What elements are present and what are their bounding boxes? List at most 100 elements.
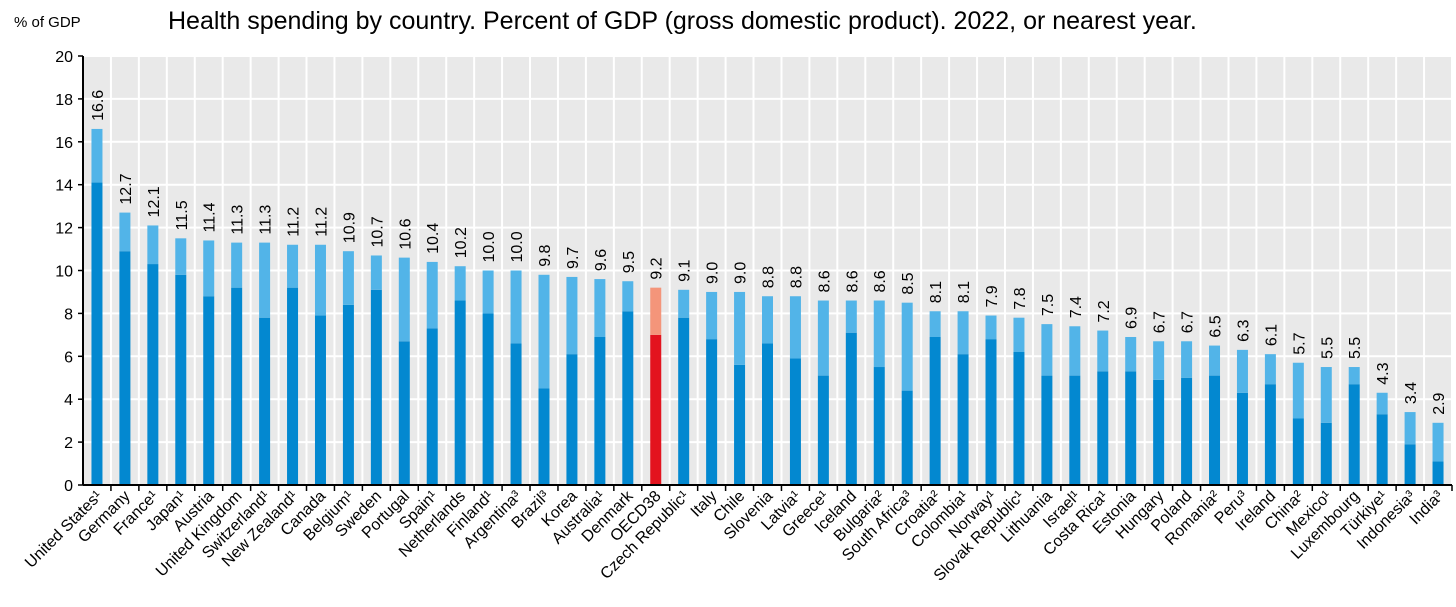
y-axis-label: % of GDP	[14, 14, 81, 31]
bar-government-compulsory	[91, 182, 103, 485]
value-label: 6.5	[1208, 315, 1225, 337]
y-tick-label: 8	[64, 306, 73, 323]
bar-government-compulsory	[259, 317, 271, 485]
bar-government-compulsory	[650, 334, 662, 485]
value-label: 9.0	[705, 262, 722, 284]
value-label: 10.0	[481, 231, 498, 262]
value-label: 9.1	[677, 259, 694, 281]
bar-government-compulsory	[1404, 444, 1416, 485]
bar-voluntary	[175, 238, 187, 275]
y-tick-label: 0	[64, 478, 73, 495]
y-tick-label: 18	[55, 92, 73, 109]
bar-voluntary	[1404, 412, 1416, 445]
value-label: 10.7	[369, 216, 386, 247]
bar-voluntary	[538, 274, 550, 389]
bar-government-compulsory	[370, 289, 382, 485]
y-tick-label: 14	[55, 178, 73, 195]
value-label: 8.8	[788, 266, 805, 288]
value-label: 7.2	[1096, 300, 1113, 322]
value-label: 16.6	[90, 90, 107, 121]
bar-voluntary	[1236, 349, 1248, 393]
bar-government-compulsory	[762, 343, 773, 485]
bar-government-compulsory	[1013, 352, 1025, 485]
bar-government-compulsory	[119, 251, 131, 485]
y-tick-label: 4	[64, 392, 73, 409]
value-label: 7.9	[984, 285, 1001, 307]
y-axis-ticks: 0 2 4 6 8 10 12 14 16 18 20	[55, 49, 83, 495]
value-label: 5.5	[1347, 337, 1364, 359]
bar-voluntary	[119, 212, 131, 252]
bar-voluntary	[678, 289, 690, 318]
value-label: 9.8	[537, 244, 554, 266]
bar-government-compulsory	[1041, 375, 1053, 485]
value-label: 2.9	[1431, 392, 1448, 414]
bar-government-compulsory	[287, 287, 299, 485]
bar-government-compulsory	[314, 315, 326, 485]
bar-voluntary	[370, 255, 382, 290]
bar-voluntary	[91, 128, 103, 183]
bar-government-compulsory	[1209, 375, 1221, 485]
value-label: 6.7	[1152, 311, 1169, 333]
bar-voluntary	[901, 302, 913, 391]
value-label: 11.3	[230, 205, 247, 235]
bar-voluntary	[342, 251, 354, 305]
bar-voluntary	[147, 225, 159, 265]
bar-government-compulsory	[1125, 371, 1137, 485]
value-label: 12.1	[146, 186, 163, 217]
bar-government-compulsory	[1153, 379, 1165, 485]
bar-voluntary	[929, 311, 941, 337]
bar-voluntary	[1069, 326, 1081, 376]
bar-government-compulsory	[678, 317, 690, 485]
value-label: 9.7	[565, 247, 582, 269]
bar-government-compulsory	[1376, 414, 1388, 485]
bar-government-compulsory	[622, 311, 634, 485]
value-labels: 16.6 12.7 12.1 11.5 11.4 11.3 11.3 11.2 11.2 10.9…	[90, 90, 1448, 415]
bar-voluntary	[287, 244, 299, 288]
bar-government-compulsory	[482, 313, 494, 485]
value-label: 12.7	[118, 173, 135, 204]
value-label: 11.3	[258, 205, 275, 235]
bar-government-compulsory	[594, 336, 606, 485]
y-tick-label: 20	[55, 49, 73, 66]
bar-government-compulsory	[706, 339, 718, 485]
bar-government-compulsory	[1181, 377, 1193, 485]
bar-government-compulsory	[1348, 384, 1360, 485]
bar-government-compulsory	[817, 375, 829, 485]
bar-voluntary	[1320, 367, 1332, 423]
bar-voluntary	[762, 296, 773, 344]
value-label: 8.8	[761, 266, 778, 288]
value-label: 9.6	[593, 249, 610, 271]
bar-voluntary	[1153, 341, 1165, 380]
bar-voluntary	[482, 270, 494, 314]
value-label: 10.6	[397, 218, 414, 249]
value-label: 10.4	[425, 223, 442, 254]
value-label: 11.5	[174, 200, 191, 230]
value-label: 6.9	[1124, 307, 1141, 329]
bar-government-compulsory	[566, 354, 578, 485]
bar-government-compulsory	[342, 304, 354, 485]
value-label: 8.6	[872, 270, 889, 292]
bar-voluntary	[1348, 367, 1360, 385]
bar-voluntary	[314, 244, 326, 316]
y-tick-label: 2	[64, 435, 73, 452]
bar-government-compulsory	[957, 354, 969, 485]
value-label: 7.5	[1040, 294, 1057, 316]
value-label: 8.5	[900, 272, 917, 294]
bar-voluntary	[817, 300, 829, 376]
value-label: 5.5	[1319, 337, 1336, 359]
bar-voluntary	[706, 291, 718, 340]
bar-voluntary	[985, 315, 997, 340]
bar-government-compulsory	[901, 390, 913, 485]
bar-voluntary	[734, 291, 746, 365]
bar-voluntary	[259, 242, 271, 318]
value-label: 10.0	[509, 231, 526, 262]
bar-government-compulsory	[426, 328, 438, 485]
bar-voluntary	[873, 300, 885, 368]
value-label: 10.9	[341, 212, 358, 243]
value-label: 11.2	[313, 207, 330, 237]
value-label: 5.7	[1291, 332, 1308, 354]
value-label: 9.5	[621, 251, 638, 273]
value-label: 10.2	[453, 227, 470, 258]
bar-government-compulsory	[873, 367, 885, 485]
value-label: 6.7	[1180, 311, 1197, 333]
